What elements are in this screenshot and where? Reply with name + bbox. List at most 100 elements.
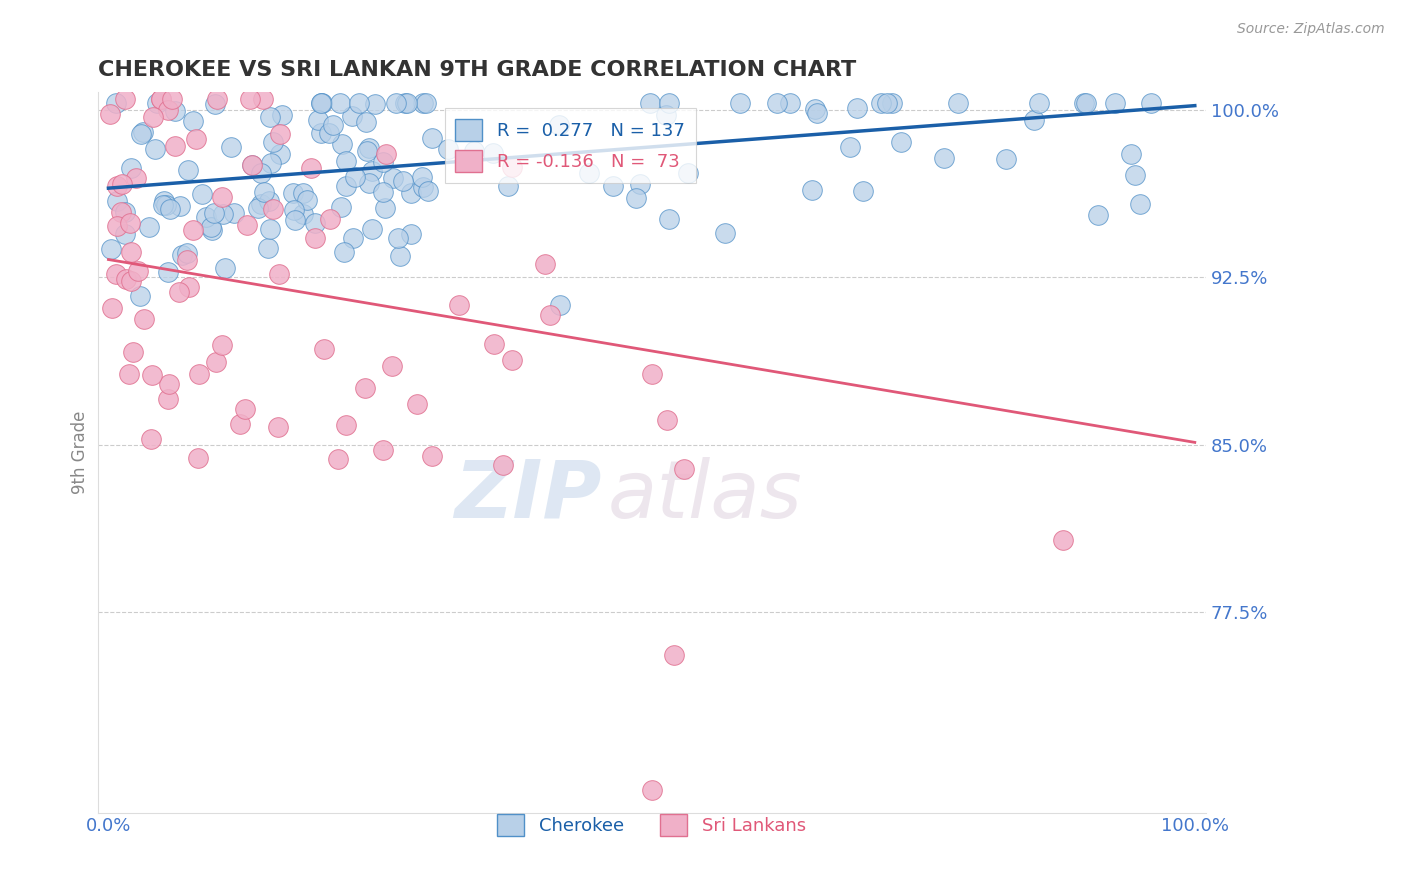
Point [262, 202, 284, 217]
Point [356, 144, 378, 158]
Point [765, 96, 787, 111]
Point [322, 118, 344, 132]
Point [389, 250, 412, 264]
Point [347, 96, 370, 111]
Point [655, 413, 678, 427]
Point [1028, 96, 1050, 111]
Point [105, 219, 128, 233]
Point [1087, 208, 1109, 222]
Text: atlas: atlas [607, 457, 801, 534]
Point [114, 92, 136, 106]
Point [267, 420, 290, 434]
Point [176, 253, 198, 268]
Point [1121, 146, 1143, 161]
Point [105, 194, 128, 209]
Point [187, 367, 209, 381]
Point [259, 110, 281, 124]
Point [1129, 197, 1152, 211]
Point [371, 154, 394, 169]
Point [876, 96, 898, 111]
Point [111, 177, 134, 191]
Point [354, 115, 377, 129]
Point [354, 381, 377, 395]
Point [127, 264, 149, 278]
Point [804, 102, 827, 116]
Point [257, 194, 280, 209]
Point [384, 96, 406, 111]
Legend: Cherokee, Sri Lankans: Cherokee, Sri Lankans [491, 806, 813, 843]
Point [311, 96, 333, 111]
Point [304, 216, 326, 230]
Point [129, 127, 152, 141]
Point [422, 131, 444, 145]
Point [120, 244, 142, 259]
Point [359, 176, 381, 190]
Point [207, 92, 229, 106]
Point [252, 92, 274, 106]
Point [626, 192, 648, 206]
Point [184, 131, 207, 145]
Point [335, 154, 357, 169]
Point [155, 197, 177, 211]
Point [125, 171, 148, 186]
Point [257, 241, 280, 255]
Point [267, 267, 290, 281]
Point [110, 205, 132, 219]
Point [447, 298, 470, 312]
Point [662, 648, 685, 662]
Point [291, 207, 314, 221]
Point [311, 96, 333, 111]
Point [394, 96, 416, 111]
Point [1076, 96, 1098, 111]
Point [214, 261, 236, 276]
Point [118, 216, 141, 230]
Point [270, 108, 292, 122]
Point [399, 227, 422, 241]
Point [191, 186, 214, 201]
Point [418, 185, 440, 199]
Point [538, 308, 561, 322]
Point [412, 179, 434, 194]
Point [640, 368, 662, 382]
Point [142, 110, 165, 124]
Point [361, 222, 384, 236]
Point [501, 352, 523, 367]
Point [374, 201, 396, 215]
Point [995, 153, 1018, 167]
Point [1073, 96, 1095, 111]
Text: ZIP: ZIP [454, 457, 602, 534]
Point [481, 146, 503, 161]
Point [342, 230, 364, 244]
Point [932, 151, 955, 165]
Point [212, 207, 235, 221]
Point [307, 113, 329, 128]
Point [122, 344, 145, 359]
Point [381, 170, 404, 185]
Point [101, 301, 124, 315]
Point [105, 267, 128, 281]
Point [806, 105, 828, 120]
Point [673, 462, 696, 476]
Point [318, 126, 340, 140]
Point [222, 206, 245, 220]
Point [496, 179, 519, 194]
Point [202, 206, 225, 220]
Point [333, 244, 356, 259]
Point [156, 103, 179, 117]
Point [547, 118, 569, 132]
Point [114, 205, 136, 219]
Point [114, 227, 136, 242]
Point [714, 226, 737, 240]
Point [235, 218, 257, 232]
Point [838, 140, 860, 154]
Point [291, 186, 314, 200]
Point [253, 185, 276, 199]
Point [1125, 168, 1147, 182]
Point [269, 127, 291, 141]
Point [170, 248, 193, 262]
Point [800, 183, 823, 197]
Point [846, 101, 869, 115]
Point [181, 223, 204, 237]
Text: Source: ZipAtlas.com: Source: ZipAtlas.com [1237, 22, 1385, 37]
Point [211, 189, 233, 203]
